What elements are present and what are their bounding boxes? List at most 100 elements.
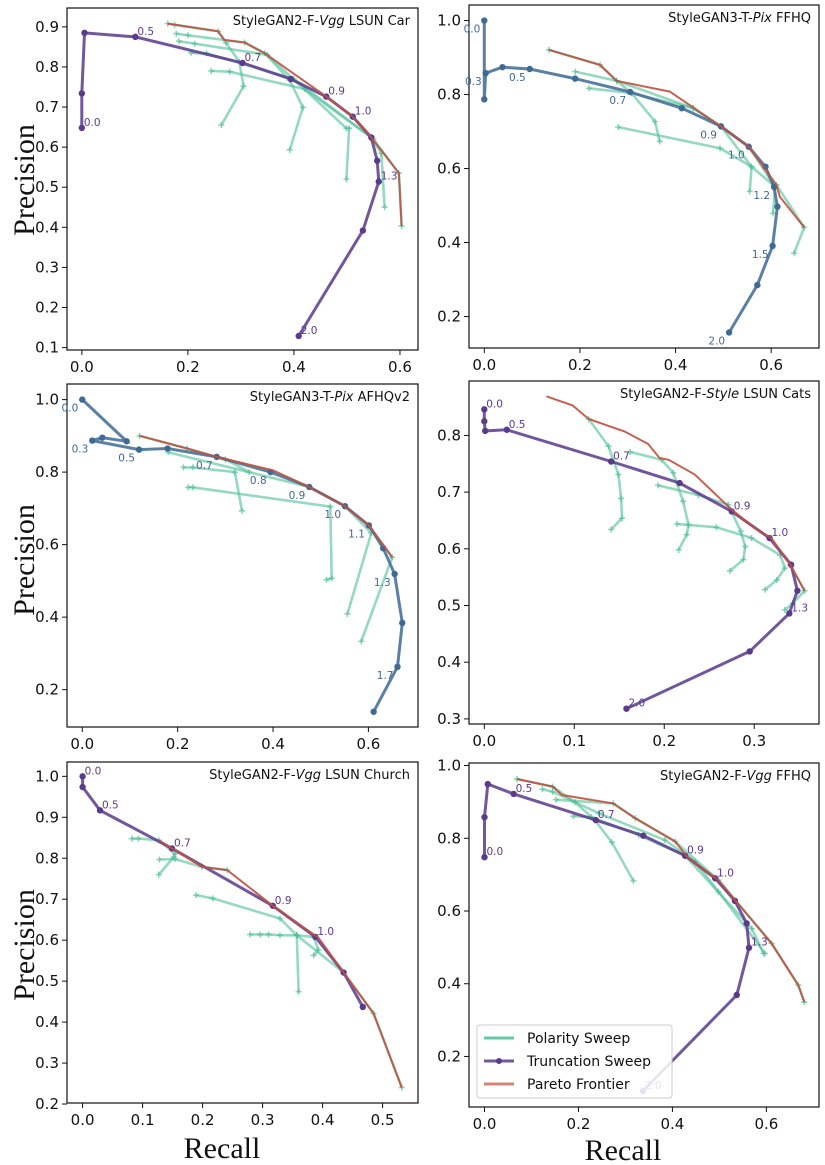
y-tick-label: 1.0 — [437, 12, 461, 30]
y-tick-label: 0.7 — [35, 98, 59, 116]
polarity-point — [180, 464, 187, 471]
truncation-value-label: 0.7 — [613, 451, 630, 463]
y-tick-label: 0.6 — [437, 160, 461, 178]
truncation-point — [774, 203, 781, 210]
polarity-point — [381, 204, 388, 211]
polarity-point — [346, 125, 353, 132]
polarity-point — [615, 124, 622, 131]
polarity-point — [595, 810, 602, 817]
y-tick-label: 1.0 — [35, 391, 59, 409]
polarity-point — [193, 892, 199, 899]
x-tick-label: 0.0 — [70, 735, 94, 753]
polarity-point — [618, 495, 625, 502]
truncation-point — [733, 991, 740, 999]
truncation-point — [78, 124, 86, 132]
truncation-point — [481, 96, 488, 103]
y-tick-label: 0.6 — [35, 931, 59, 949]
polarity-point — [742, 543, 749, 550]
truncation-point — [123, 438, 130, 445]
plot-frame — [468, 380, 820, 725]
truncation-point — [164, 445, 171, 452]
title-italic: Vgg — [319, 14, 344, 29]
x-tick-label: 0.1 — [562, 732, 586, 750]
truncation-point — [79, 396, 86, 403]
truncation-point — [754, 281, 761, 289]
polarity-point — [293, 932, 300, 939]
truncation-point — [481, 813, 488, 821]
truncation-value-label: 0.0 — [486, 398, 503, 410]
polarity-point — [310, 952, 317, 959]
x-tick-label: 0.4 — [311, 1111, 335, 1129]
x-tick-label: 0.4 — [282, 358, 306, 376]
truncation-sweep-line — [482, 20, 779, 334]
truncation-value-label: 1.0 — [324, 509, 341, 521]
polarity-point — [552, 796, 559, 803]
y-tick-label: 0.4 — [35, 218, 59, 236]
polarity-point — [239, 507, 246, 514]
truncation-value-label: 0.9 — [275, 895, 292, 907]
y-tick-label: 0.2 — [35, 1095, 59, 1113]
subplot-3: 0.0 0.2 0.4 0.6 0.2 0.4 0.6 0.8 1.0 StyleGAN3-T-P… — [35, 383, 419, 753]
truncation-value-label: 0.9 — [328, 86, 345, 98]
polarity-point — [608, 526, 615, 533]
truncation-value-label: 0.7 — [598, 809, 615, 821]
polarity-point — [265, 931, 272, 938]
polarity-point — [717, 145, 724, 152]
pareto-frontier-line — [546, 395, 806, 592]
truncation-point — [769, 242, 776, 250]
truncation-point — [510, 790, 517, 798]
x-tick-label: 0.0 — [472, 732, 496, 750]
title-suffix: LSUN Church — [321, 768, 410, 783]
x-tick-label: 0.4 — [261, 735, 285, 753]
truncation-point — [484, 780, 491, 788]
plot-frame — [66, 761, 419, 1104]
y-tick-label: 0.3 — [35, 258, 59, 276]
truncation-point — [499, 63, 506, 71]
pareto-frontier-line — [167, 22, 403, 227]
subplot-title: StyleGAN2-F-Style LSUN Cats — [620, 387, 811, 402]
y-tick-label: 0.4 — [437, 975, 461, 993]
y-tick-label: 0.8 — [35, 58, 59, 76]
title-prefix: StyleGAN2-F- — [233, 14, 320, 29]
polarity-point — [726, 567, 733, 574]
polarity-point — [156, 856, 163, 863]
truncation-point — [79, 783, 86, 791]
truncation-point — [375, 178, 382, 185]
title-italic: Style — [706, 387, 739, 402]
truncation-value-label: 0.7 — [245, 52, 262, 64]
truncation-value-label: 0.7 — [174, 837, 191, 849]
polarity-sweep-line — [587, 418, 624, 531]
truncation-point — [295, 332, 302, 340]
subplot-title: StyleGAN2-F-Vgg FFHQ — [660, 769, 811, 784]
polarity-point — [630, 877, 637, 884]
polarity-point — [184, 32, 191, 39]
truncation-point — [359, 1003, 366, 1011]
polarity-point — [191, 40, 198, 47]
x-tick-label: 0.1 — [131, 1111, 155, 1129]
x-tick-label: 0.6 — [759, 356, 783, 374]
polarity-point — [605, 443, 612, 450]
truncation-point — [725, 329, 733, 336]
truncation-point — [79, 773, 86, 780]
truncation-point — [481, 17, 488, 24]
polarity-point — [762, 586, 769, 593]
truncation-value-label: 0.5 — [118, 453, 135, 465]
truncation-value-label: 1.3 — [751, 937, 768, 949]
title-prefix: StyleGAN2-F- — [209, 768, 296, 783]
polarity-point — [172, 856, 178, 863]
truncation-value-label: 1.7 — [377, 670, 394, 682]
polarity-point — [343, 176, 350, 183]
x-axis-label-left: Recall — [184, 1132, 261, 1165]
title-suffix: LSUN Cats — [739, 387, 811, 402]
title-prefix: StyleGAN3-T- — [668, 11, 753, 26]
subplot-4: 0.0 0.1 0.2 0.3 0.3 0.4 0.5 0.6 0.7 0.8 StyleGAN2-… — [437, 380, 820, 750]
polarity-point — [608, 839, 615, 846]
polarity-point — [781, 607, 788, 614]
y-tick-label: 0.4 — [437, 234, 461, 252]
polarity-point — [226, 68, 233, 75]
title-suffix: LSUN Car — [345, 14, 411, 29]
truncation-value-label: 0.5 — [509, 419, 526, 431]
x-tick-label: 0.0 — [473, 1115, 497, 1133]
truncation-value-label: 0.9 — [700, 129, 717, 141]
x-tick-label: 0.6 — [388, 358, 412, 376]
